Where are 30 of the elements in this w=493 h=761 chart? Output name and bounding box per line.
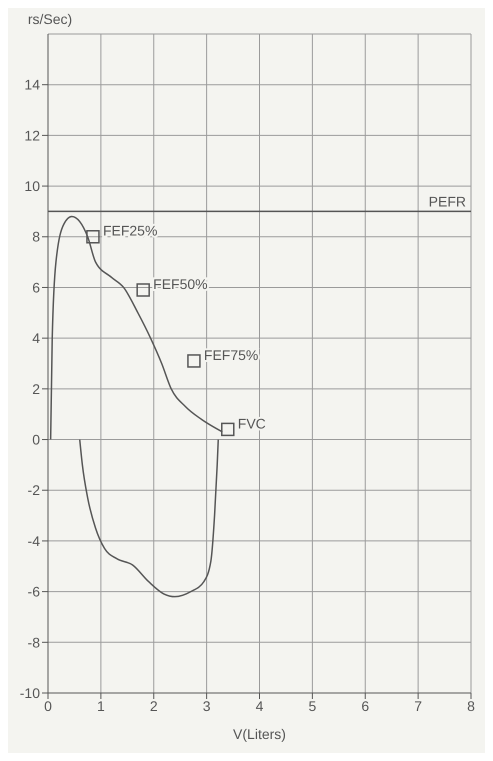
- y-tick-label: -8: [28, 634, 40, 650]
- x-tick-label: 8: [467, 698, 476, 714]
- x-tick-label: 7: [414, 698, 422, 714]
- y-tick-label: 6: [32, 279, 40, 296]
- x-tick-label: 0: [44, 698, 52, 714]
- point: [136, 283, 150, 297]
- x-tick-label: 3: [202, 698, 211, 714]
- y-tick-label: 8: [32, 228, 40, 245]
- y-tick-label: 10: [24, 178, 40, 194]
- point: [221, 422, 235, 436]
- x-axis-title: V(Liters): [233, 726, 286, 742]
- y-tick-label: 0: [32, 432, 40, 448]
- x-tick-label: 2: [150, 698, 158, 714]
- y-axis-title: rs/Sec): [28, 11, 72, 27]
- y-tick-label: 14: [24, 76, 40, 93]
- x-tick-label: 4: [256, 698, 264, 714]
- x-tick-label: 1: [96, 698, 105, 714]
- y-tick-label: 4: [32, 330, 40, 346]
- y-tick-label: 2: [32, 380, 40, 397]
- y-tick-label: 12: [24, 127, 40, 144]
- y-tick-label: -6: [28, 584, 40, 600]
- x-tick-label: 5: [308, 698, 316, 714]
- ref-line-label: PEFR: [428, 193, 466, 210]
- point: [187, 354, 201, 368]
- y-tick-label: -10: [20, 684, 40, 701]
- x-tick-label: 6: [361, 698, 370, 714]
- y-tick-label: -2: [28, 482, 40, 498]
- line-series: [78, 438, 220, 598]
- y-tick-label: -4: [28, 532, 40, 549]
- point: [86, 230, 100, 244]
